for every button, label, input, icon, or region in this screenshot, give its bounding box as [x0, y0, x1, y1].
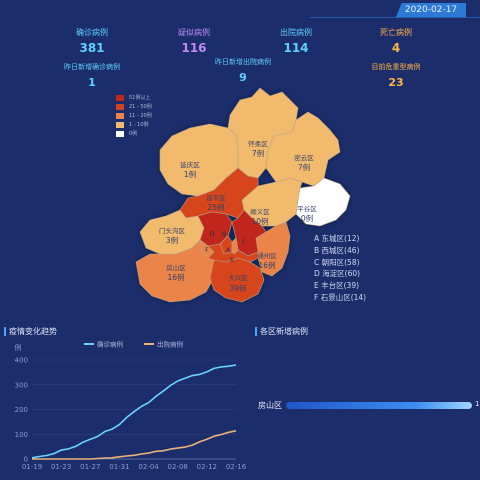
title-accent	[4, 327, 6, 336]
map-label-fangshan-name: 房山区	[166, 263, 186, 272]
series-line-discharged	[32, 430, 237, 460]
stat-new-confirmed-label: 昨日新增确诊病例	[64, 63, 120, 71]
district-item: B 西城区(46)	[314, 245, 360, 255]
new-cases-bar	[286, 402, 472, 409]
y-tick-label: 200	[15, 406, 28, 414]
region-tongzhou[interactable]	[255, 221, 291, 277]
stat-suspected-label: 疑似病例	[178, 28, 210, 37]
stat-suspected-value: 116	[181, 41, 207, 55]
map-label-daxing-count: 39例	[229, 283, 246, 293]
map-label-miyun-count: 7例	[298, 162, 310, 172]
x-tick-label: 02-04	[138, 463, 159, 471]
map-label-huairou-name: 怀柔区	[248, 139, 268, 148]
map-legend: 51例以上 21 - 50例 11 - 20例 1 - 10例 0例	[116, 93, 152, 138]
stat-confirmed: 确诊病例 381 昨日新增确诊病例 1	[47, 27, 137, 89]
map-label-daxing-name: 大兴区	[228, 273, 248, 282]
map-label-changping-count: 25例	[207, 202, 224, 212]
map-marker-b: B	[222, 231, 226, 238]
stat-deaths-label: 死亡病例	[380, 28, 412, 37]
map-label-mentougou-name: 门头沟区	[159, 226, 186, 235]
map-label-pinggu-count: 0例	[301, 213, 313, 223]
header-divider	[310, 17, 480, 18]
y-tick-label: 100	[15, 431, 28, 439]
map-marker-f: F	[205, 247, 209, 254]
x-tick-label: 01-23	[51, 463, 71, 471]
map-label-miyun-name: 密云区	[294, 153, 314, 162]
new-cases-bar-value: 1	[475, 400, 480, 408]
stat-deaths: 死亡病例 4 目前危重型病例 23	[351, 27, 441, 89]
series-line-confirmed	[31, 364, 237, 459]
region-fengtai[interactable]	[207, 243, 259, 263]
y-tick-label: 400	[15, 357, 28, 365]
stat-critical-value: 23	[388, 76, 404, 89]
x-tick-label: 02-12	[197, 463, 217, 471]
new-cases-section-title: 各区新增病例	[255, 326, 308, 337]
legend-item: 51例以上	[116, 93, 152, 102]
map-label-huairou-count: 7例	[252, 148, 264, 158]
map-label-pinggu-name: 平谷区	[297, 204, 317, 213]
y-tick-label: 0	[24, 456, 28, 464]
stat-new-discharged: 昨日新增出院病例 9	[198, 57, 288, 84]
district-item: E 丰台区(39)	[314, 281, 360, 291]
map-marker-d: D	[210, 231, 215, 238]
date-badge: 2020-02-17	[396, 3, 466, 17]
map-label-tongzhou-name: 通州区	[257, 251, 277, 260]
x-tick-label: 01-31	[109, 463, 129, 471]
district-item: C 朝阳区(58)	[314, 257, 360, 267]
x-tick-label: 01-19	[22, 463, 42, 471]
stat-new-discharged-value: 9	[239, 71, 247, 84]
stat-deaths-value: 4	[391, 41, 401, 55]
stat-discharged-value: 114	[283, 41, 309, 55]
stat-confirmed-value: 381	[79, 41, 105, 55]
x-tick-label: 02-08	[168, 463, 188, 471]
map-label-mentougou-count: 3例	[166, 235, 178, 245]
map-label-yanqing-name: 延庆区	[180, 160, 200, 169]
stat-critical-label: 目前危重型病例	[371, 63, 421, 71]
map-label-fangshan-count: 16例	[167, 272, 184, 282]
district-item: F 石景山区(14)	[314, 292, 367, 302]
stat-suspected: 疑似病例 116	[149, 27, 239, 55]
stat-discharged-label: 出院病例	[280, 28, 312, 37]
y-tick-label: 300	[15, 381, 28, 389]
map-label-shunyi-name: 顺义区	[250, 208, 270, 216]
map-marker-e: E	[230, 257, 234, 264]
legend-item: 11 - 20例	[116, 111, 152, 120]
legend-swatch	[116, 112, 124, 119]
y-axis-unit: 例	[15, 343, 22, 352]
x-tick-label: 01-27	[80, 463, 100, 471]
x-tick-label: 02-16	[226, 463, 247, 471]
map-label-changping-name: 昌平区	[206, 194, 226, 202]
map-marker-a: A	[226, 247, 231, 254]
map-label-tongzhou-count: 16例	[258, 260, 275, 270]
new-cases-row: 房山区 1	[258, 399, 480, 413]
legend-swatch	[116, 103, 124, 110]
legend-swatch	[116, 130, 124, 137]
map-label-shunyi-count: 10例	[251, 216, 268, 226]
legend-label: 确诊病例	[97, 340, 123, 349]
title-accent	[255, 327, 257, 336]
legend-label: 出院病例	[157, 340, 183, 349]
district-list: A 东城区(12) B 西城区(46) C 朝阳区(58) D 海淀区(60) …	[314, 233, 366, 304]
stat-discharged: 出院病例 114	[251, 27, 341, 55]
trend-chart: 例 0 100 200 300 400 01-19 01-23 01-27 01-31 02-04 0…	[15, 340, 247, 472]
legend-item: 0例	[116, 129, 152, 138]
stat-new-confirmed-value: 1	[88, 76, 96, 89]
legend-swatch	[116, 121, 124, 128]
beijing-map: 怀柔区 7例 延庆区 1例 密云区 7例 昌平区 25例 顺义区 10例 平谷区…	[135, 87, 351, 303]
stat-new-discharged-label: 昨日新增出院病例	[215, 58, 271, 66]
stat-confirmed-label: 确诊病例	[76, 28, 108, 37]
trend-section-title: 疫情变化趋势	[4, 326, 57, 337]
district-item: D 海淀区(60)	[314, 269, 361, 279]
legend-item: 1 - 10例	[116, 120, 152, 129]
legend-item: 21 - 50例	[116, 102, 152, 111]
legend-swatch	[116, 94, 124, 101]
map-marker-c: C	[242, 239, 246, 246]
map-label-yanqing-count: 1例	[184, 169, 196, 179]
new-cases-district-label: 房山区	[258, 401, 282, 410]
district-item: A 东城区(12)	[314, 234, 360, 243]
